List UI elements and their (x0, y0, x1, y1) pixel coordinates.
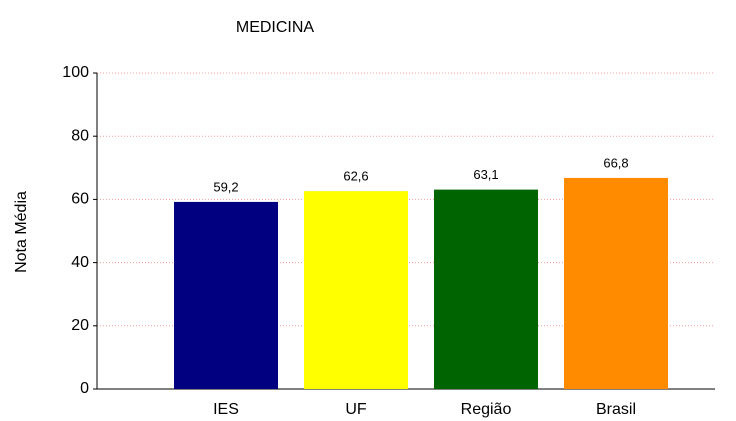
data-label: 59,2 (213, 179, 238, 194)
bar (434, 189, 538, 389)
data-label: 66,8 (603, 155, 628, 170)
y-axis-label: Nota Média (13, 191, 30, 273)
y-tick-label: 60 (71, 191, 89, 208)
bar (304, 191, 408, 389)
y-tick-label: 80 (71, 127, 89, 144)
x-tick-label: Brasil (596, 401, 636, 418)
y-tick-label: 100 (62, 64, 89, 81)
x-tick-label: UF (345, 401, 367, 418)
x-tick-label: Região (461, 401, 512, 418)
chart-title: MEDICINA (236, 19, 315, 36)
y-tick-label: 0 (80, 380, 89, 397)
y-tick-label: 40 (71, 254, 89, 271)
y-tick-label: 20 (71, 317, 89, 334)
x-tick-label: IES (213, 401, 239, 418)
bar (564, 177, 668, 389)
bar (174, 201, 278, 389)
data-label: 63,1 (473, 167, 498, 182)
data-label: 62,6 (343, 169, 368, 184)
